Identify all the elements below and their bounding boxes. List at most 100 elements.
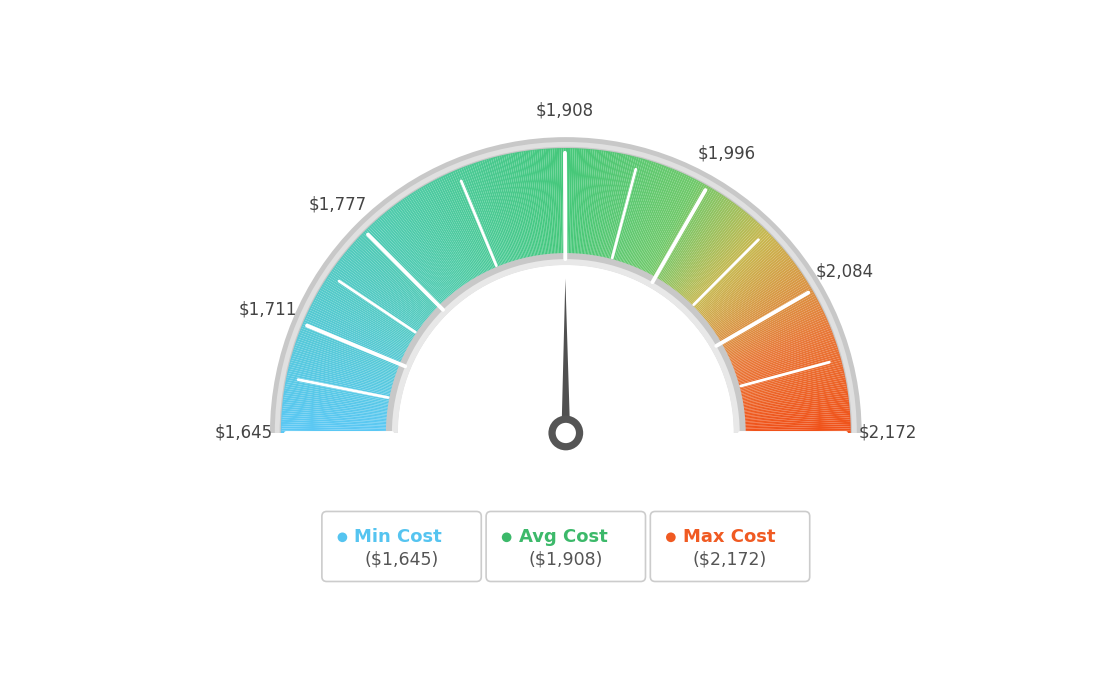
Wedge shape: [288, 368, 401, 396]
Wedge shape: [735, 431, 851, 433]
Wedge shape: [734, 404, 849, 417]
Wedge shape: [463, 166, 506, 275]
Wedge shape: [580, 149, 591, 264]
Wedge shape: [286, 377, 400, 402]
Wedge shape: [317, 292, 418, 351]
Wedge shape: [329, 273, 426, 339]
Wedge shape: [521, 151, 541, 266]
Wedge shape: [722, 322, 829, 368]
Wedge shape: [735, 426, 851, 431]
Wedge shape: [732, 384, 847, 405]
Wedge shape: [485, 159, 519, 271]
Wedge shape: [696, 251, 787, 326]
Wedge shape: [308, 310, 413, 361]
Wedge shape: [294, 345, 405, 382]
Wedge shape: [457, 169, 502, 277]
Wedge shape: [305, 318, 411, 366]
Wedge shape: [426, 184, 485, 286]
Wedge shape: [574, 148, 582, 264]
Wedge shape: [413, 191, 476, 290]
Wedge shape: [577, 149, 588, 264]
Wedge shape: [392, 259, 740, 433]
Wedge shape: [719, 312, 825, 362]
Wedge shape: [629, 169, 675, 277]
Wedge shape: [312, 302, 416, 356]
Wedge shape: [696, 250, 785, 325]
Wedge shape: [636, 173, 686, 279]
Wedge shape: [640, 177, 693, 282]
Wedge shape: [602, 155, 628, 268]
Wedge shape: [620, 164, 660, 273]
Wedge shape: [541, 149, 552, 264]
Text: Max Cost: Max Cost: [683, 529, 775, 546]
Wedge shape: [368, 227, 449, 312]
Wedge shape: [688, 236, 774, 317]
Wedge shape: [713, 294, 816, 351]
Wedge shape: [705, 273, 803, 339]
Wedge shape: [570, 148, 575, 264]
Wedge shape: [307, 312, 413, 362]
Wedge shape: [646, 182, 703, 285]
Wedge shape: [545, 148, 555, 264]
Wedge shape: [605, 156, 635, 269]
Wedge shape: [684, 230, 767, 313]
Wedge shape: [639, 176, 691, 281]
Wedge shape: [390, 208, 463, 300]
Wedge shape: [609, 157, 641, 270]
Wedge shape: [734, 415, 850, 424]
Wedge shape: [594, 152, 615, 266]
Wedge shape: [729, 355, 840, 388]
Circle shape: [338, 533, 348, 542]
Wedge shape: [528, 150, 544, 266]
Wedge shape: [734, 420, 850, 426]
Wedge shape: [445, 174, 495, 280]
Wedge shape: [657, 193, 721, 291]
Wedge shape: [699, 257, 790, 329]
Wedge shape: [730, 364, 842, 393]
Wedge shape: [725, 337, 835, 377]
Wedge shape: [283, 402, 397, 416]
Wedge shape: [700, 260, 794, 331]
Wedge shape: [315, 296, 417, 353]
Wedge shape: [543, 149, 554, 264]
Wedge shape: [721, 319, 828, 367]
Wedge shape: [723, 330, 832, 373]
Text: ($1,645): ($1,645): [364, 551, 438, 569]
Wedge shape: [300, 328, 408, 372]
Wedge shape: [331, 269, 427, 337]
Wedge shape: [721, 318, 827, 366]
Wedge shape: [703, 267, 799, 336]
Wedge shape: [526, 150, 543, 266]
Wedge shape: [343, 253, 435, 327]
Wedge shape: [323, 280, 423, 344]
Wedge shape: [633, 171, 681, 278]
Text: ($1,908): ($1,908): [529, 551, 603, 569]
Wedge shape: [314, 297, 417, 354]
Wedge shape: [686, 231, 768, 315]
Wedge shape: [735, 422, 850, 428]
Wedge shape: [680, 224, 761, 310]
Wedge shape: [585, 150, 602, 265]
Wedge shape: [423, 186, 482, 287]
Wedge shape: [478, 161, 514, 272]
Wedge shape: [284, 388, 399, 408]
Wedge shape: [726, 345, 838, 382]
Wedge shape: [499, 155, 528, 268]
Wedge shape: [611, 158, 644, 270]
Wedge shape: [573, 148, 580, 264]
Wedge shape: [733, 397, 849, 413]
Wedge shape: [652, 189, 714, 289]
Wedge shape: [302, 322, 410, 368]
Wedge shape: [671, 210, 745, 302]
Wedge shape: [687, 233, 771, 315]
Wedge shape: [645, 181, 701, 284]
Wedge shape: [284, 393, 399, 411]
Wedge shape: [311, 304, 415, 357]
Wedge shape: [732, 377, 846, 402]
Wedge shape: [729, 358, 841, 390]
Text: Min Cost: Min Cost: [354, 529, 443, 546]
Wedge shape: [371, 224, 452, 310]
Wedge shape: [304, 319, 411, 367]
Wedge shape: [495, 157, 526, 269]
Wedge shape: [319, 288, 421, 348]
